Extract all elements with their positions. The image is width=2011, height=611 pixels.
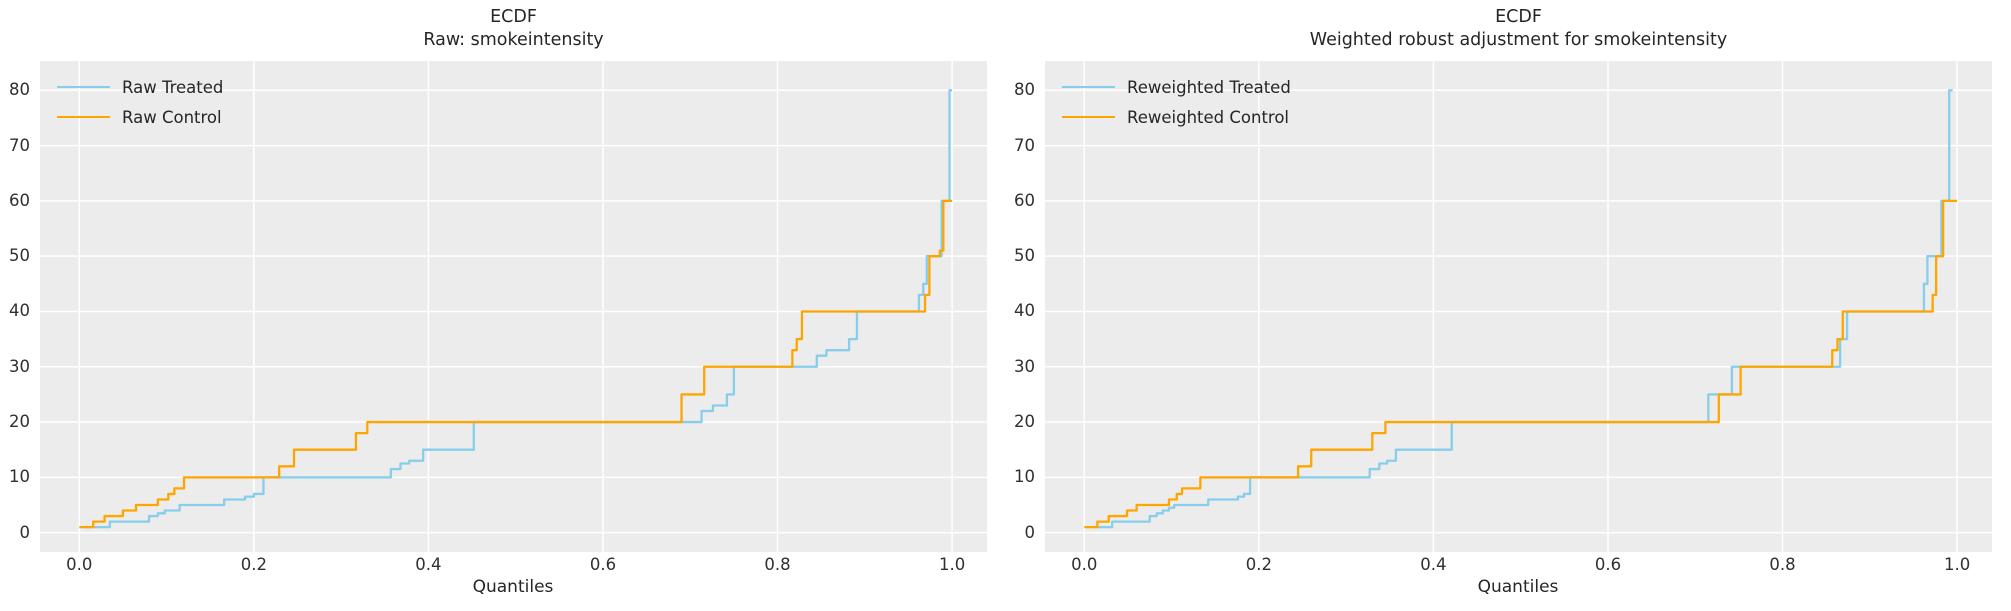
y-tick-label: 20 (1014, 412, 1035, 432)
y-tick-label: 10 (1014, 467, 1035, 487)
left-plot-area: Raw Treated Raw Control (40, 61, 987, 552)
right-ecdf-plot-svg (1045, 61, 1992, 552)
legend-label: Reweighted Treated (1127, 77, 1291, 97)
legend-item-raw-control: Raw Control (40, 102, 223, 132)
y-tick-label: 50 (9, 246, 30, 266)
x-tick-label: 0.8 (764, 555, 791, 574)
x-tick-label: 0.8 (1769, 555, 1796, 574)
y-tick-label: 70 (1014, 135, 1035, 155)
right-x-axis-label: Quantiles (1477, 577, 1559, 597)
left-legend: Raw Treated Raw Control (40, 72, 223, 132)
legend-item-raw-treated: Raw Treated (40, 72, 223, 102)
y-tick-label: 70 (9, 135, 30, 155)
ecdf-step-line-raw-control (79, 199, 953, 529)
x-tick-label: 0.4 (415, 555, 442, 574)
treated-line-swatch (1062, 86, 1115, 88)
legend-label: Raw Treated (122, 77, 224, 97)
x-tick-label: 1.0 (1943, 555, 1971, 574)
x-tick-label: 0.6 (1594, 555, 1622, 574)
right-ecdf-panel: ECDF Weighted robust adjustment for smok… (1005, 0, 2010, 611)
left-x-axis-label: Quantiles (472, 577, 554, 597)
treated-line-swatch (57, 86, 110, 88)
y-tick-label: 60 (1014, 190, 1035, 210)
right-plot-area: Reweighted Treated Reweighted Control (1045, 61, 1992, 552)
left-title-line2: Raw: smokeintensity (423, 30, 604, 50)
x-tick-label: 0.0 (66, 555, 93, 574)
x-tick-label: 0.4 (1420, 555, 1447, 574)
x-tick-label: 0.0 (1071, 555, 1098, 574)
ecdf-step-line-reweighted-treated (1093, 89, 1953, 529)
y-tick-label: 80 (9, 80, 30, 100)
y-tick-label: 80 (1014, 80, 1035, 100)
right-title-line2: Weighted robust adjustment for smokeinte… (1309, 30, 1728, 50)
x-tick-label: 0.2 (1245, 555, 1272, 574)
control-line-swatch (1062, 116, 1115, 118)
y-tick-label: 50 (1014, 246, 1035, 266)
y-tick-label: 40 (1014, 301, 1035, 321)
left-ecdf-panel: ECDF Raw: smokeintensity Raw Treated Raw… (0, 0, 1005, 611)
right-legend: Reweighted Treated Reweighted Control (1045, 72, 1291, 132)
ecdf-step-line-reweighted-control (1084, 199, 1958, 529)
y-tick-label: 10 (9, 467, 30, 487)
x-tick-label: 1.0 (938, 555, 966, 574)
right-plot-title: ECDF Weighted robust adjustment for smok… (1045, 6, 1992, 52)
legend-item-reweighted-treated: Reweighted Treated (1045, 72, 1291, 102)
legend-label: Reweighted Control (1127, 107, 1290, 127)
left-ecdf-plot-svg (40, 61, 987, 552)
x-tick-label: 0.6 (589, 555, 617, 574)
y-tick-label: 30 (1014, 356, 1035, 376)
left-plot-title: ECDF Raw: smokeintensity (40, 6, 987, 52)
ecdf-step-line-raw-treated (83, 89, 953, 529)
y-tick-label: 0 (1024, 522, 1036, 542)
y-tick-label: 30 (9, 356, 30, 376)
right-title-line1: ECDF (1495, 7, 1542, 27)
y-tick-label: 0 (19, 522, 31, 542)
legend-item-reweighted-control: Reweighted Control (1045, 102, 1291, 132)
y-tick-label: 20 (9, 412, 30, 432)
y-tick-label: 40 (9, 301, 30, 321)
legend-label: Raw Control (122, 107, 222, 127)
x-tick-label: 0.2 (240, 555, 267, 574)
y-tick-label: 60 (9, 190, 30, 210)
left-title-line1: ECDF (490, 7, 537, 27)
control-line-swatch (57, 116, 110, 118)
